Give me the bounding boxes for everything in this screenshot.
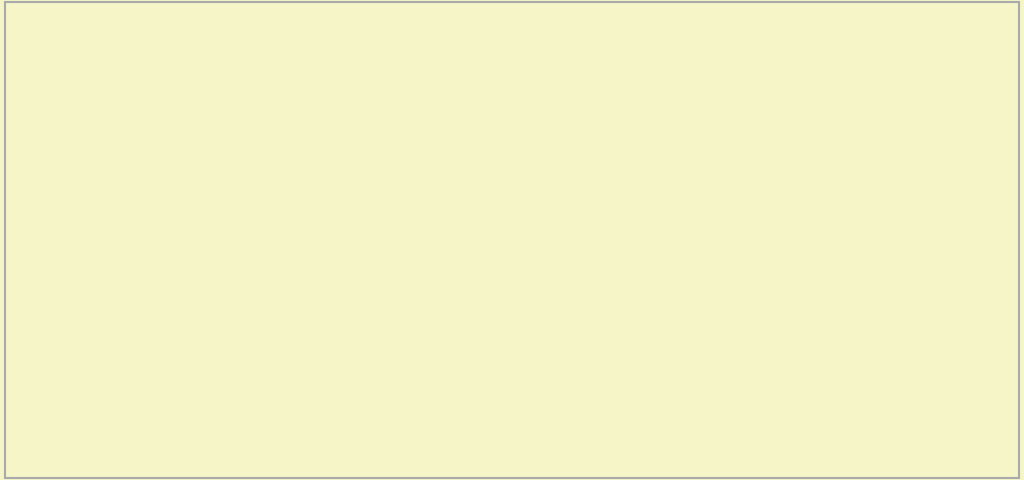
Text: "adecuado"

56%: "adecuado" 56% — [835, 238, 916, 284]
Text: "adecuado"

53%: "adecuado" 53% — [365, 229, 446, 276]
Text: DT
200-350 CD4

18%: DT 200-350 CD4 18% — [51, 113, 237, 331]
Wedge shape — [737, 97, 939, 392]
Text: DT
200-350 CD4

15%: DT 200-350 CD4 15% — [522, 113, 699, 323]
Text: Diagnóstico Tardío: (DT)  <350 CD4: Diagnóstico Tardío: (DT) <350 CD4 — [719, 420, 955, 432]
Title: HOMES  (n = 1.245; 77%): HOMES (n = 1.245; 77%) — [159, 25, 394, 44]
FancyBboxPatch shape — [671, 398, 1004, 454]
Title: MULLERES  (n = 376; 23%): MULLERES (n = 376; 23%) — [623, 25, 872, 44]
Wedge shape — [644, 97, 792, 281]
Text: DT severo
< 200 CD4

29%: DT severo < 200 CD4 29% — [58, 173, 223, 365]
Text: DT severo
< 200 CD4

29%: DT severo < 200 CD4 29% — [529, 173, 694, 365]
Wedge shape — [649, 245, 792, 382]
Wedge shape — [293, 97, 468, 392]
Wedge shape — [178, 245, 321, 389]
Wedge shape — [173, 97, 321, 281]
